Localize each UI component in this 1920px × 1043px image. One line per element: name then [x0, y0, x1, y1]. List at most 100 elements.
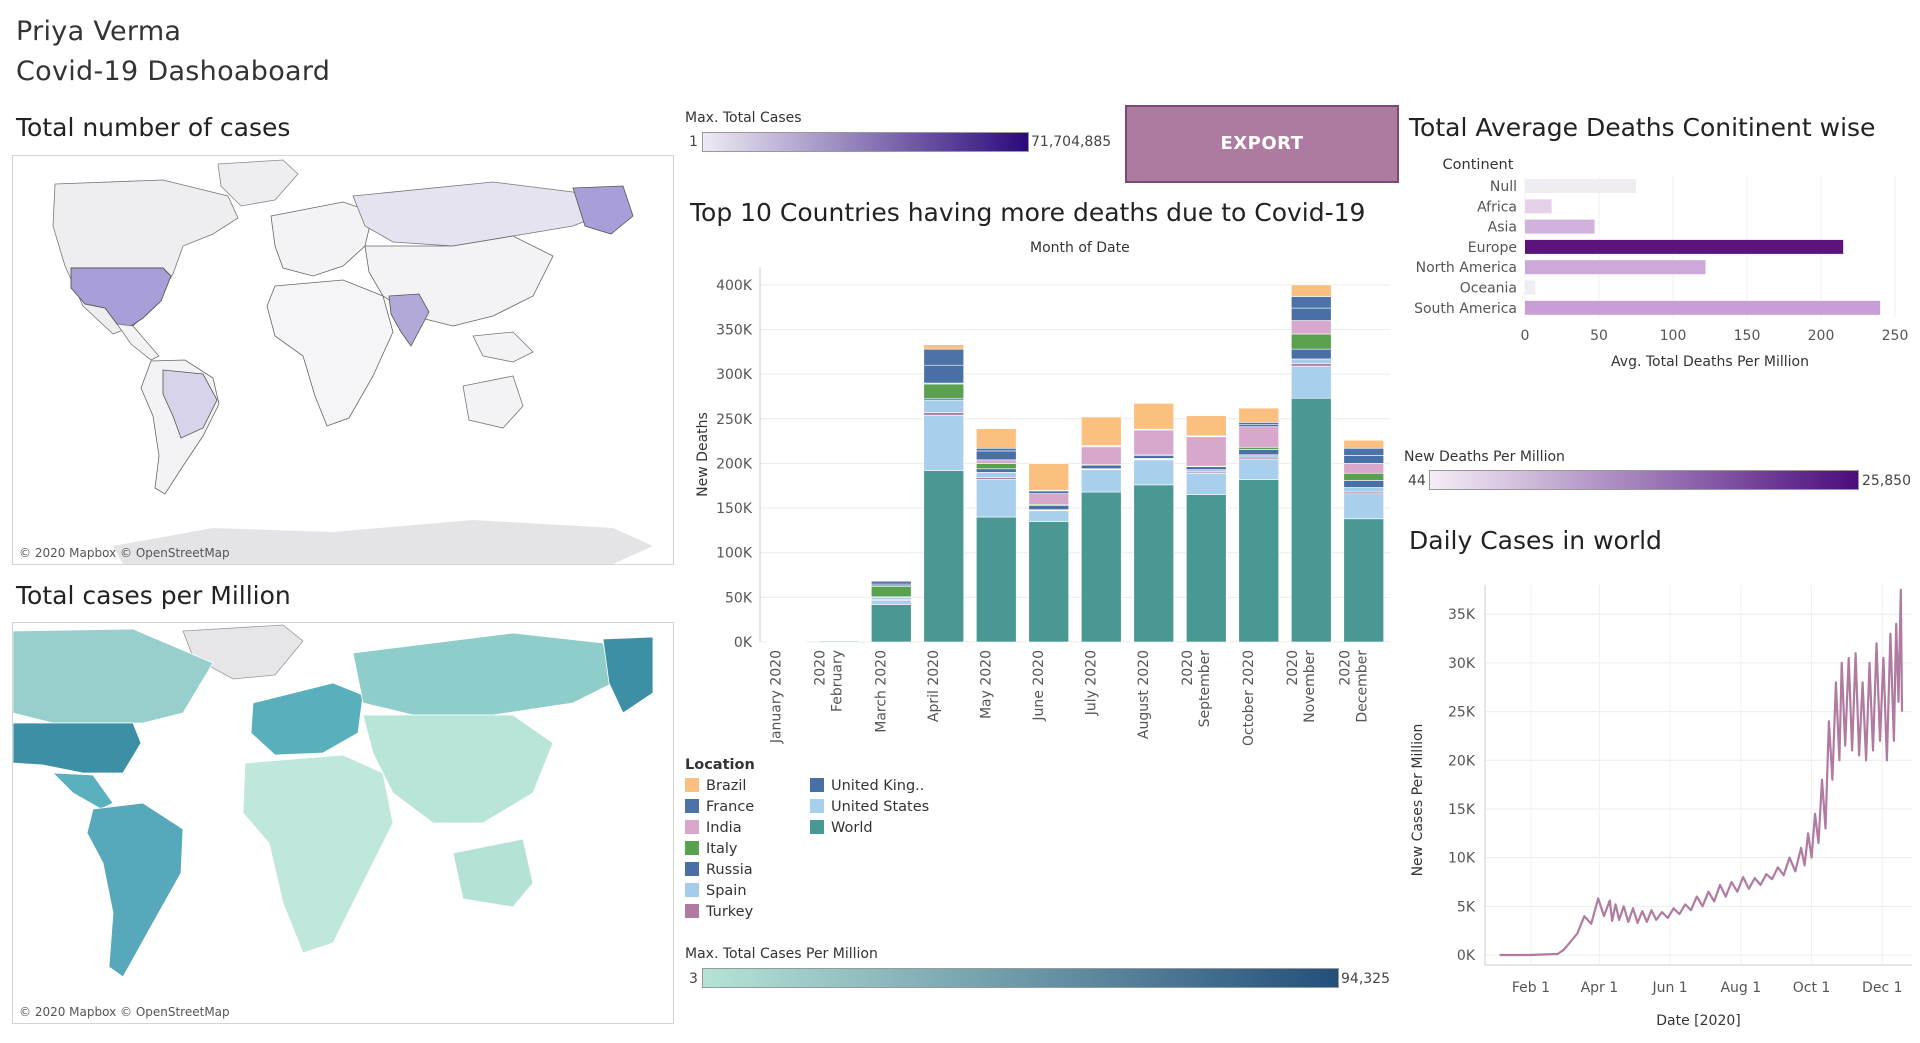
- bar-segment: [766, 641, 807, 643]
- y-tick-label: 15K: [1448, 802, 1476, 818]
- map-asia: [362, 714, 554, 824]
- x-tick-label: October 2020: [1241, 650, 1257, 745]
- continent-label: Asia: [1488, 220, 1517, 236]
- continent-label: Europe: [1468, 240, 1517, 256]
- x-tick-label: February: [829, 650, 845, 712]
- legend-cases-pm-min: 3: [689, 971, 698, 987]
- bar-segment: [923, 348, 965, 366]
- location-legend-item[interactable]: United King..: [810, 778, 924, 794]
- bar-segment: [1343, 463, 1384, 474]
- y-axis-label: New Deaths: [695, 412, 711, 497]
- continent-axis-title: Continent: [1443, 157, 1514, 173]
- legend-label: United States: [831, 799, 930, 815]
- bar-segment: [1185, 472, 1227, 495]
- bar-segment: [1133, 459, 1174, 486]
- legend-swatch: [685, 778, 699, 792]
- continent-bar: [1525, 219, 1595, 234]
- export-button[interactable]: EXPORT: [1125, 105, 1399, 183]
- bar-segment: [1290, 348, 1332, 360]
- x-tick-label: Aug 1: [1720, 980, 1761, 996]
- bar-segment: [1028, 505, 1069, 510]
- x-tick-label: August 2020: [1136, 650, 1152, 739]
- y-tick-label: 300K: [716, 367, 753, 383]
- x-tick-label: 2020: [1285, 650, 1301, 686]
- bar-segment: [1343, 493, 1384, 520]
- x-tick-label: November: [1302, 650, 1318, 723]
- bar-chart-subtitle: Month of Date: [1030, 240, 1130, 256]
- bar-segment: [1238, 424, 1279, 428]
- legend-max-total-cases-min: 1: [689, 134, 698, 150]
- x-tick-label: 2020: [1180, 650, 1196, 686]
- map-central-america: [116, 323, 160, 361]
- cases-map[interactable]: © 2020 Mapbox © OpenStreetMap: [12, 155, 674, 565]
- map-russia: [352, 632, 614, 716]
- x-tick-label: Oct 1: [1793, 980, 1831, 996]
- location-legend-item[interactable]: India: [685, 820, 742, 836]
- legend-label: Turkey: [706, 904, 754, 920]
- bar-segment: [975, 459, 1017, 464]
- location-legend-item[interactable]: Turkey: [685, 904, 753, 920]
- legend-swatch: [685, 799, 699, 813]
- bar-segment: [1028, 510, 1069, 522]
- legend-label: Italy: [706, 841, 738, 857]
- x-tick-label: 100: [1660, 328, 1687, 344]
- y-tick-label: 250K: [716, 412, 753, 428]
- legend-swatch: [810, 820, 824, 834]
- map-per-million-title: Total cases per Million: [16, 581, 291, 610]
- daily-cases-line-chart: New Cases Per Million 0K 5K 10K 15K 20K 25K 30K…: [1410, 585, 1912, 1029]
- location-legend-item[interactable]: Russia: [685, 862, 753, 878]
- y-tick-label: 50K: [725, 590, 753, 606]
- map-greenland: [217, 159, 299, 207]
- bar-segment: [1290, 307, 1332, 321]
- map-europe: [270, 201, 374, 277]
- x-tick-label: January 2020: [768, 650, 784, 744]
- bar-segment: [1343, 447, 1384, 456]
- legend-new-deaths-pm-min: 44: [1408, 473, 1426, 489]
- x-tick-label: 150: [1734, 328, 1761, 344]
- bar-segment: [1185, 466, 1227, 470]
- per-million-map[interactable]: © 2020 Mapbox © OpenStreetMap: [12, 622, 674, 1024]
- bar-segment: [1343, 487, 1384, 493]
- bar-segment: [1080, 416, 1122, 446]
- y-tick-label: 25K: [1448, 705, 1476, 721]
- map-credit: © 2020 Mapbox © OpenStreetMap: [19, 546, 230, 560]
- bar-segment: [975, 468, 1017, 473]
- location-legend-item[interactable]: Brazil: [685, 778, 746, 794]
- legend-cases-pm-max: 94,325: [1341, 971, 1390, 987]
- map-alaska-region: [602, 636, 654, 714]
- bar-segment: [1290, 333, 1332, 350]
- legend-new-deaths-pm-max: 25,850: [1862, 473, 1911, 489]
- location-legend-item[interactable]: World: [810, 820, 873, 836]
- y-tick-label: 0K: [1457, 948, 1476, 964]
- bar-segment: [1133, 484, 1174, 643]
- bar-segment: [975, 428, 1017, 449]
- bar-segment: [1238, 426, 1279, 448]
- continent-label: South America: [1414, 301, 1517, 317]
- legend-new-deaths-pm-title: New Deaths Per Million: [1404, 449, 1565, 465]
- bar-segment: [1185, 469, 1227, 473]
- legend-swatch: [685, 862, 699, 876]
- cases-map-svg: [52, 159, 653, 564]
- location-legend-item[interactable]: France: [685, 799, 754, 815]
- y-tick-label: 200K: [716, 456, 753, 472]
- x-tick-label: 2020: [812, 650, 828, 686]
- location-legend-item[interactable]: Italy: [685, 841, 737, 857]
- bar-segment: [1133, 429, 1174, 456]
- per-million-map-svg: [13, 624, 654, 978]
- bar-segment: [923, 412, 965, 416]
- location-legend-item[interactable]: United States: [810, 799, 929, 815]
- continent-bar: [1525, 179, 1636, 193]
- legend-cases-pm-gradient: [702, 968, 1339, 988]
- y-tick-label: 0K: [734, 635, 753, 651]
- continent-label: Oceania: [1460, 281, 1517, 297]
- bar-segment: [923, 383, 965, 399]
- legend-max-total-cases-gradient: [702, 132, 1029, 152]
- location-legend-item[interactable]: Spain: [685, 883, 747, 899]
- x-tick-label: Apr 1: [1581, 980, 1619, 996]
- bar-segment: [1238, 458, 1279, 480]
- y-tick-label: 5K: [1457, 899, 1476, 915]
- bar-segment: [1080, 464, 1122, 469]
- x-tick-label: 2020: [1337, 650, 1353, 686]
- bar-segment: [1080, 469, 1122, 493]
- continent-bar: [1525, 300, 1881, 315]
